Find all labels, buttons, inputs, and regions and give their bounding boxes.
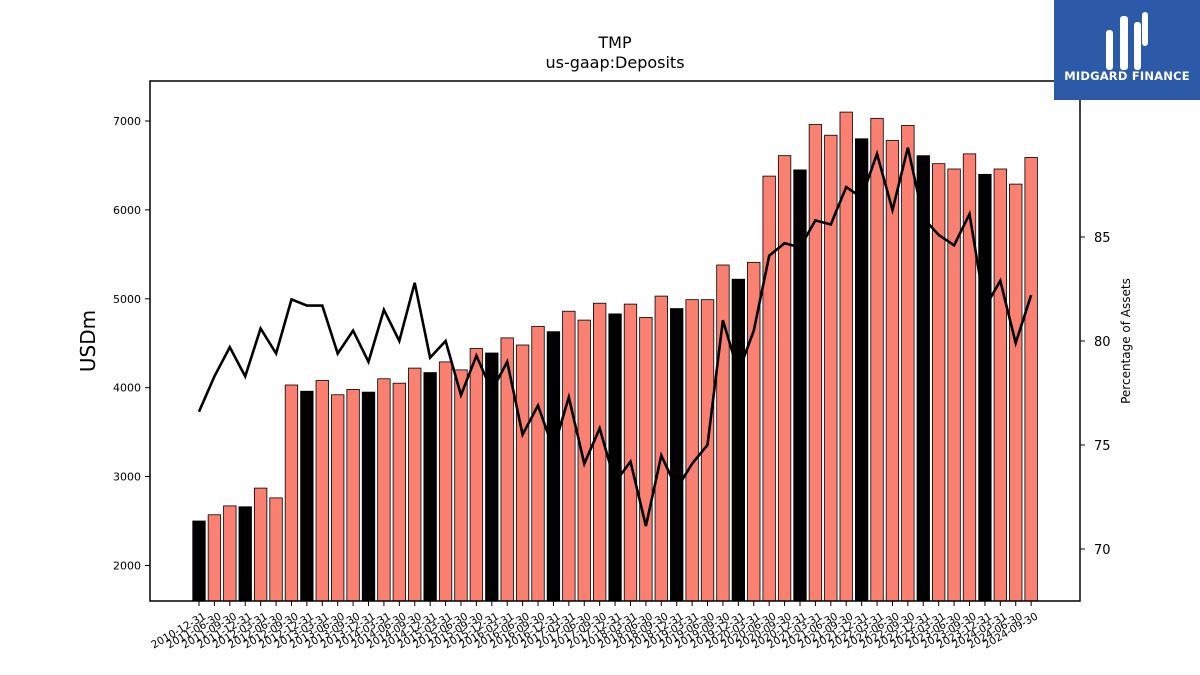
bar-2012-12-31 bbox=[300, 390, 314, 602]
bar-2012-03-31 bbox=[253, 487, 268, 602]
bar-2015-03-31 bbox=[438, 361, 453, 602]
bar-2019-09-30 bbox=[716, 264, 730, 602]
logo-text: MIDGARD FINANCE bbox=[1064, 69, 1190, 83]
bar-2012-09-30 bbox=[284, 384, 299, 602]
bar-2016-12-31 bbox=[546, 331, 561, 602]
bar-2011-12-31 bbox=[238, 506, 252, 602]
y-tick-label: 3000 bbox=[113, 471, 141, 484]
bar-2013-09-30 bbox=[346, 389, 360, 602]
chart-title: TMP bbox=[597, 33, 632, 52]
bar-2024-03-31 bbox=[993, 168, 1007, 602]
bar-2022-09-30 bbox=[901, 125, 915, 602]
bar-2011-06-30 bbox=[207, 514, 222, 602]
bar-2010-12-31 bbox=[192, 520, 206, 602]
left-axis: 2000 3000 4000 5000 6000 7000 bbox=[113, 115, 150, 572]
bar-2015-09-30 bbox=[469, 348, 484, 602]
y-tick-label: 4000 bbox=[113, 382, 141, 395]
bar-group bbox=[192, 111, 1038, 602]
y2-axis-label: Percentage of Assets bbox=[1119, 278, 1133, 404]
bar-2017-09-30 bbox=[593, 302, 607, 602]
y-tick-label: 7000 bbox=[113, 115, 141, 128]
y-axis-label: USDm bbox=[76, 310, 100, 372]
y2-tick-label: 75 bbox=[1094, 439, 1111, 454]
bar-2014-09-30 bbox=[408, 367, 422, 602]
y2-tick-label: 70 bbox=[1094, 543, 1111, 558]
y-tick-label: 5000 bbox=[113, 293, 141, 306]
bar-2011-09-30 bbox=[223, 505, 237, 602]
y-tick-label: 2000 bbox=[113, 559, 141, 572]
bar-2019-03-31 bbox=[685, 299, 699, 602]
bar-2020-06-30 bbox=[762, 175, 776, 602]
y2-tick-label: 85 bbox=[1094, 231, 1111, 246]
y2-tick-label: 80 bbox=[1094, 335, 1111, 350]
bar-2021-03-31 bbox=[808, 124, 823, 602]
bar-2012-06-30 bbox=[269, 497, 283, 602]
bar-2018-03-31 bbox=[623, 303, 638, 602]
bar-2019-12-31 bbox=[731, 278, 745, 602]
midgard-finance-logo: MIDGARD FINANCE bbox=[1054, 0, 1200, 100]
bar-2018-09-30 bbox=[654, 295, 668, 602]
bar-2014-03-31 bbox=[377, 378, 391, 602]
bar-2020-09-30 bbox=[777, 155, 792, 602]
bar-2024-09-30 bbox=[1024, 157, 1038, 602]
percentage-of-assets-line bbox=[197, 147, 1033, 527]
bar-2021-09-30 bbox=[839, 111, 853, 602]
bar-2013-06-30 bbox=[331, 394, 345, 602]
bar-2021-06-30 bbox=[824, 134, 838, 602]
midgard-logo-icon bbox=[1106, 12, 1148, 70]
bar-2018-12-31 bbox=[670, 308, 684, 602]
bar-2024-06-30 bbox=[1009, 183, 1023, 602]
bar-2014-12-31 bbox=[423, 372, 437, 602]
bar-2021-12-31 bbox=[854, 138, 869, 602]
bar-2017-03-31 bbox=[562, 310, 576, 602]
line-group bbox=[197, 147, 1033, 527]
bar-2013-12-31 bbox=[361, 391, 376, 602]
bar-2015-06-30 bbox=[454, 369, 468, 602]
right-axis: 70 75 80 85 bbox=[1080, 231, 1111, 558]
bar-2017-12-31 bbox=[608, 313, 622, 602]
chart-subtitle: us-gaap:Deposits bbox=[545, 53, 684, 72]
bar-2022-03-31 bbox=[870, 117, 884, 602]
bar-2016-06-30 bbox=[515, 344, 530, 602]
bar-2018-06-30 bbox=[639, 317, 653, 602]
bar-2020-12-31 bbox=[793, 169, 807, 602]
y-tick-label: 6000 bbox=[113, 204, 141, 217]
bar-2016-09-30 bbox=[531, 325, 545, 602]
x-axis: 2010-12-312011-06-302011-09-302011-12-31… bbox=[149, 601, 1040, 651]
bar-2014-06-30 bbox=[392, 382, 406, 602]
bar-2013-03-31 bbox=[315, 380, 329, 602]
bar-2023-12-31 bbox=[978, 173, 992, 602]
